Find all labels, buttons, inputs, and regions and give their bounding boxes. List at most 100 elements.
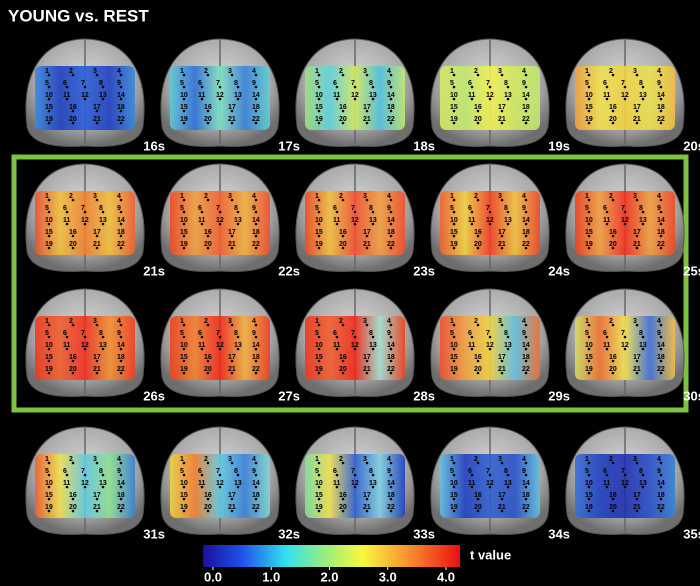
channel-dot [47,359,51,363]
channel-label: 18 [522,492,530,499]
channel-dot [371,222,375,226]
channel-label: 14 [657,92,665,99]
channel-dot [365,109,369,113]
channel-dot [587,323,591,327]
channel-label: 21 [93,366,101,373]
channel-dot [605,85,609,89]
channel-dot [476,371,480,375]
channel-dot [470,210,474,214]
channel-dot [206,323,210,327]
channel-dot [371,210,375,214]
channel-dot [365,234,369,238]
channel-label: 16 [339,229,347,236]
channel-dot [254,335,258,339]
time-label: 20s [683,138,700,153]
channel-label: 11 [333,342,341,349]
channel-dot [317,210,321,214]
channel-dot [611,497,615,501]
channel-label: 4 [657,193,661,200]
channel-dot [200,347,204,351]
channel-dot [254,85,258,89]
channel-dot [71,359,75,363]
channel-label: 5 [450,80,454,87]
time-label: 19s [548,138,570,153]
channel-label: 9 [657,205,661,212]
channel-dot [71,246,75,250]
channel-dot [182,234,186,238]
channel-dot [623,97,627,101]
channel-label: 3 [93,318,97,325]
channel-dot [317,85,321,89]
channel-label: 3 [363,456,367,463]
channel-dot [95,497,99,501]
channel-label: 12 [486,480,494,487]
channel-dot [83,210,87,214]
channel-label: 9 [657,468,661,475]
channel-label: 13 [504,480,512,487]
channel-dot [365,121,369,125]
channel-label: 22 [522,241,530,248]
channel-label: 1 [585,318,589,325]
channel-dot [254,473,258,477]
channel-label: 4 [252,318,256,325]
channel-label: 9 [657,330,661,337]
channel-dot [335,222,339,226]
channel-dot [587,121,591,125]
channel-label: 19 [450,504,458,511]
channel-dot [659,485,663,489]
channel-dot [341,323,345,327]
channel-dot [254,109,258,113]
channel-dot [182,198,186,202]
channel-label: 21 [93,504,101,511]
channel-dot [341,359,345,363]
channel-label: 22 [657,504,665,511]
colorbar-tick-label: 4.0 [437,569,455,584]
channel-label: 21 [363,366,371,373]
channel-label: 6 [198,330,202,337]
channel-label: 11 [198,217,206,224]
channel-label: 13 [504,342,512,349]
channel-dot [365,509,369,513]
channel-label: 19 [45,241,53,248]
channel-dot [230,121,234,125]
channel-dot [317,73,321,77]
channel-dot [452,97,456,101]
channel-dot [47,347,51,351]
channel-dot [524,509,528,513]
channel-dot [371,335,375,339]
channel-dot [476,198,480,202]
channel-dot [476,121,480,125]
channel-dot [206,246,210,250]
channel-dot [83,485,87,489]
channel-dot [71,109,75,113]
channel-label: 8 [369,80,373,87]
channel-label: 20 [339,366,347,373]
channel-dot [83,97,87,101]
channel-label: 8 [504,80,508,87]
channel-label: 11 [63,217,71,224]
channel-dot [635,497,639,501]
channel-dot [119,509,123,513]
channel-label: 2 [204,318,208,325]
channel-label: 5 [450,468,454,475]
channel-label: 4 [522,193,526,200]
channel-dot [95,198,99,202]
channel-label: 15 [45,104,53,111]
channel-label: 13 [369,342,377,349]
channel-dot [101,335,105,339]
channel-label: 18 [252,104,260,111]
channel-label: 11 [63,92,71,99]
channel-label: 5 [450,205,454,212]
channel-dot [371,347,375,351]
channel-label: 14 [387,480,395,487]
time-label: 28s [413,388,435,403]
channel-dot [95,509,99,513]
channel-label: 19 [180,116,188,123]
channel-label: 21 [228,366,236,373]
channel-label: 11 [198,480,206,487]
channel-dot [365,461,369,465]
channel-dot [353,85,357,89]
channel-dot [389,323,393,327]
channel-label: 7 [351,330,355,337]
channel-dot [371,97,375,101]
